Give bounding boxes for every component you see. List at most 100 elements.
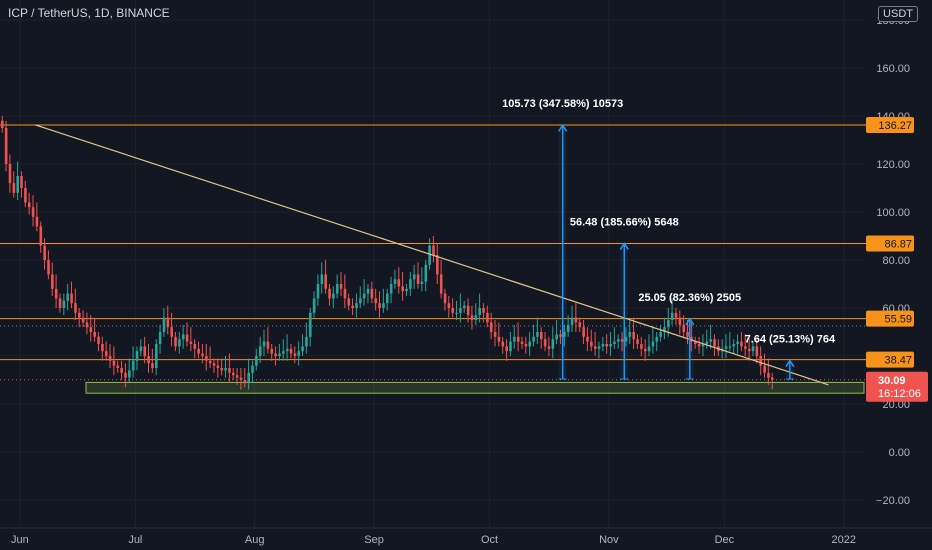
level-price-tag — [866, 116, 914, 133]
candle-body — [197, 348, 200, 354]
currency-button[interactable]: USDT — [878, 6, 918, 22]
candle-body — [189, 341, 193, 344]
level-price-tag — [866, 310, 914, 327]
candle-body — [158, 332, 162, 344]
candle-body — [536, 332, 539, 337]
candle-body — [747, 348, 751, 352]
candle-body — [366, 288, 370, 294]
candle-body — [540, 332, 543, 340]
candle-body — [486, 312, 489, 323]
candle-body — [101, 344, 104, 352]
candle-body — [439, 274, 443, 294]
candle-body — [724, 346, 728, 349]
candle-body — [185, 334, 189, 342]
candle-body — [482, 308, 485, 313]
candle-body — [393, 279, 397, 284]
candle-body — [116, 365, 120, 368]
candle-body — [670, 312, 674, 320]
candle-body — [216, 365, 220, 368]
candle-body — [112, 360, 116, 366]
trend-line — [35, 124, 829, 386]
candle-body — [632, 332, 635, 340]
candle-body — [744, 346, 747, 349]
level-price-tag — [866, 351, 914, 368]
candle-body — [220, 368, 224, 371]
time-axis[interactable]: Jun Jul Aug Sep Oct Nov Dec 2022 — [0, 527, 932, 550]
candle-body — [359, 298, 362, 304]
candle-body — [162, 317, 166, 332]
support-zone — [85, 381, 865, 394]
candle-body — [224, 368, 227, 371]
candle-body — [108, 356, 112, 361]
candle-body — [570, 317, 574, 325]
time-tick-label: Jul — [128, 534, 142, 546]
candle-body — [678, 317, 682, 325]
candle-body — [555, 334, 558, 340]
candle-body — [378, 303, 381, 308]
candle-body — [47, 260, 50, 275]
measure-arrow-head — [685, 317, 695, 326]
candle-body — [274, 353, 277, 356]
candle-body — [436, 255, 439, 275]
candle-body — [328, 288, 331, 299]
candle-body — [590, 341, 593, 347]
candle-body — [613, 341, 616, 344]
measurements: 105.73 (347.58%) 10573 56.48 (185.66%) 56… — [502, 98, 836, 380]
candle-body — [81, 317, 85, 323]
candle-body — [559, 334, 562, 337]
measure-arrow-head — [558, 123, 568, 132]
candle-body — [401, 286, 404, 292]
candle-body — [235, 375, 239, 378]
candle-body — [93, 332, 96, 337]
candle-body — [208, 360, 212, 364]
symbol-info: ICP / TetherUS, 1D, BINANCE — [8, 6, 170, 20]
candle-body — [239, 377, 243, 380]
candle-body — [713, 339, 716, 347]
candle-body — [617, 339, 620, 342]
time-tick-label: Nov — [599, 534, 619, 546]
price-tick-label: 160.00 — [876, 63, 910, 75]
level-price-label: 55.59 — [884, 314, 912, 326]
candle-body — [212, 363, 216, 366]
candle-body — [289, 348, 293, 354]
candle-body — [258, 346, 262, 356]
candle-body — [543, 339, 547, 347]
level-price-tag — [866, 235, 914, 252]
candle-body — [382, 303, 385, 308]
time-tick-label: Oct — [481, 534, 498, 546]
candle-body — [181, 334, 185, 340]
candle-body — [566, 324, 570, 332]
candle-body — [31, 207, 35, 217]
candle-body — [528, 341, 532, 347]
time-tick-label: Jun — [11, 534, 29, 546]
candle-body — [355, 303, 358, 308]
level-price-label: 136.27 — [878, 120, 912, 132]
candle-body — [309, 312, 312, 337]
price-axis[interactable]: 180.00160.00140.00120.00100.0080.0060.00… — [866, 0, 932, 528]
candle-body — [386, 293, 389, 304]
candle-body — [424, 264, 428, 282]
candle-body — [343, 288, 347, 299]
time-tick-label: Aug — [245, 534, 265, 546]
measure-arrow-head — [785, 359, 795, 368]
candle-body — [697, 344, 701, 347]
candle-body — [374, 298, 378, 304]
candle-body — [463, 305, 466, 308]
candle-body — [455, 312, 458, 314]
candles — [1, 116, 774, 390]
candle-body — [128, 370, 131, 378]
candle-body — [370, 288, 374, 299]
candle-body — [443, 293, 447, 304]
time-tick-label: 2022 — [832, 534, 856, 546]
measure-arrow-head — [619, 242, 629, 250]
candle-body — [201, 353, 204, 356]
candle-body — [647, 346, 651, 352]
candle-body — [636, 339, 639, 344]
candle-body — [686, 332, 689, 337]
candle-body — [247, 372, 250, 383]
candle-body — [478, 308, 481, 316]
candle-body — [1, 120, 4, 128]
candle-body — [205, 356, 208, 361]
candle-body — [759, 356, 763, 366]
